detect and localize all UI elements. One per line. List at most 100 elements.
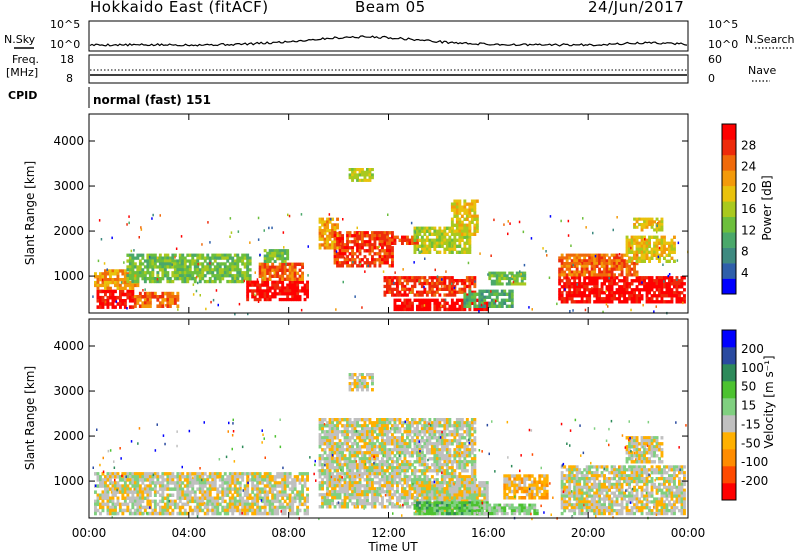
heat-cell-1 (118, 286, 122, 290)
heat-cell-17 (623, 291, 626, 295)
heat-cell-8 (338, 264, 342, 268)
heat-cell-4 (293, 286, 297, 290)
heat-cell-3 (241, 262, 245, 266)
heat-cell-0 (271, 508, 275, 513)
heat-cell-3 (163, 253, 167, 257)
heat-cell-14 (455, 298, 459, 302)
heat-cell-11 (468, 223, 472, 227)
heat-cell-1 (343, 430, 347, 434)
heat-cell-1 (371, 421, 374, 425)
heat-cell-1 (351, 430, 354, 434)
heat-cell-0 (186, 496, 190, 500)
heat-cell-18 (610, 253, 614, 257)
heat-cell-1 (343, 490, 347, 494)
heat-cell-17 (570, 285, 574, 289)
heat-cell-17 (673, 279, 676, 283)
heat-cell-0 (163, 496, 167, 500)
heat-cell-5 (258, 274, 262, 278)
heat-cell-18 (628, 270, 631, 274)
heat-cell-1 (408, 439, 412, 443)
heat-cell-0 (238, 511, 242, 516)
heat-cell-1 (388, 439, 392, 443)
heat-cell-17 (655, 279, 659, 283)
speckle (283, 246, 285, 249)
speckle (542, 247, 544, 250)
heat-cell-0 (298, 496, 302, 500)
heat-cell-0 (94, 508, 97, 513)
heat-cell-1 (361, 427, 364, 431)
heat-cell-1 (363, 496, 367, 500)
heat-cell-1 (401, 493, 404, 497)
heat-cell-0 (251, 496, 255, 500)
heat-cell-0 (188, 472, 192, 476)
heat-cell-0 (236, 472, 240, 476)
heat-cell-18 (625, 273, 629, 277)
heat-cell-17 (683, 297, 686, 301)
heat-cell-3 (191, 259, 195, 263)
heat-cell-3 (176, 265, 180, 269)
speckle (450, 244, 453, 248)
heat-cell-0 (296, 493, 300, 497)
heat-cell-1 (356, 493, 359, 497)
heat-cell-1 (356, 442, 359, 446)
heat-cell-1 (338, 421, 342, 425)
ytick-label: 4000 (53, 134, 84, 148)
heat-cell-19 (655, 250, 659, 254)
heat-cell-1 (353, 481, 357, 485)
heat-cell-1 (413, 433, 417, 437)
heat-cell-1 (425, 445, 429, 449)
heat-cell-18 (560, 264, 564, 268)
heat-cell-18 (580, 264, 584, 268)
heat-cell-0 (238, 472, 242, 476)
heat-cell-14 (428, 307, 432, 312)
heat-cell-13 (411, 276, 414, 280)
heat-cell-0 (99, 493, 102, 497)
heat-cell-1 (331, 433, 334, 437)
heat-cell-17 (650, 300, 654, 304)
heat-cell-1 (388, 487, 392, 491)
heat-cell-8 (353, 258, 357, 262)
heat-cell-1 (356, 484, 359, 488)
heat-cell-10 (468, 250, 472, 254)
heat-cell-1 (363, 466, 367, 470)
heat-cell-13 (465, 293, 469, 297)
speckle (335, 250, 338, 253)
heat-cell-0 (223, 508, 227, 513)
heat-cell-3 (186, 268, 190, 272)
heat-cell-1 (343, 418, 347, 422)
heat-cell-8 (363, 249, 367, 253)
heat-cell-1 (99, 272, 102, 276)
freq-label: Freq. (12, 53, 39, 66)
heat-cell-1 (398, 469, 402, 473)
heat-cell-0 (131, 481, 135, 485)
heat-cell-10 (413, 226, 417, 230)
heat-cell-1 (343, 448, 347, 452)
speckle (156, 278, 159, 281)
heat-cell-17 (613, 291, 616, 295)
heat-cell-0 (101, 505, 105, 510)
heat-cell-16 (470, 298, 474, 302)
heat-cell-13 (445, 284, 449, 289)
heat-cell-0 (246, 490, 250, 494)
speckle (523, 263, 526, 267)
heat-cell-0 (123, 499, 127, 504)
heat-cell-10 (430, 244, 434, 248)
heat-cell-1 (346, 424, 349, 428)
heat-cell-1 (358, 418, 362, 422)
heat-cell-5 (281, 265, 285, 269)
heat-cell-0 (223, 472, 227, 476)
heat-cell-0 (261, 496, 265, 500)
heat-cell-13 (388, 290, 392, 294)
heat-cell-1 (411, 487, 414, 491)
heat-cell-1 (323, 481, 327, 485)
heat-cell-3 (158, 253, 162, 257)
heat-cell-1 (351, 484, 354, 488)
heat-cell-17 (618, 288, 621, 292)
heat-cell-0 (281, 472, 285, 476)
heat-cell-0 (256, 508, 260, 513)
heat-cell-0 (273, 496, 277, 500)
heat-cell-3 (208, 271, 212, 275)
heat-cell-18 (615, 264, 619, 268)
heat-cell-1 (388, 475, 392, 479)
heat-cell-17 (683, 300, 686, 304)
